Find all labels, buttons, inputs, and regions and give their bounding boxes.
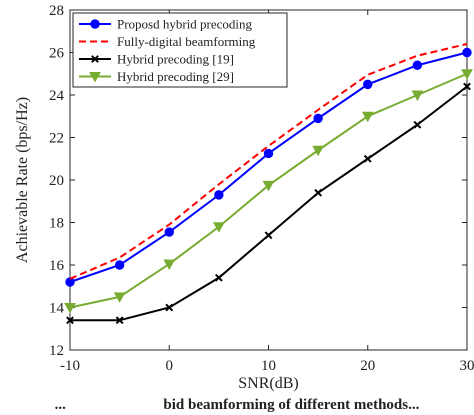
x-axis-label: SNR(dB) [238,375,298,392]
x-tick-label: 20 [360,358,375,374]
x-tick-label: 30 [460,358,474,374]
data-point [165,303,174,312]
data-point [312,145,324,157]
y-tick-label: 18 [49,216,64,232]
x-marker-stroke [165,303,174,312]
x-marker-stroke [363,154,372,163]
data-point [313,113,323,124]
x-marker-stroke [413,120,422,129]
data-point [163,259,176,270]
data-point [114,260,125,270]
data-point [314,188,323,197]
series-layer [64,43,473,325]
data-point [462,47,472,58]
legend-marker [89,72,101,83]
y-tick-label: 20 [49,173,64,189]
data-point [361,111,374,123]
y-tick-label: 16 [49,258,65,274]
data-point [363,79,373,90]
data-point [113,292,126,303]
legend-item: Hybrid precoding [19] [79,52,234,67]
x-marker-stroke [66,316,74,325]
legend-marker [91,55,99,63]
y-tick-label: 12 [49,343,64,359]
data-point [64,303,76,314]
legend-item: Proposd hybrid precoding [79,17,253,32]
legend-label: Proposd hybrid precoding [117,17,253,32]
data-point [214,190,224,200]
data-point [263,148,274,159]
data-point [115,316,124,325]
y-tick-label: 24 [49,88,65,104]
legend-marker [90,19,100,29]
series-1 [65,47,472,287]
data-point [411,90,424,102]
data-point [363,154,372,163]
y-tick-label: 28 [49,3,64,19]
y-tick-label: 14 [49,301,65,317]
y-tick-label: 22 [49,131,64,147]
data-point [264,231,273,240]
legend-label: Fully-digital beamforming [117,34,256,49]
x-marker-stroke [91,55,99,63]
x-tick-label: 0 [166,358,174,374]
series-line [70,85,468,322]
legend-item: Hybrid precoding [29] [79,69,234,84]
legend-box [72,12,288,88]
series-2 [69,43,468,280]
y-tick-label: 26 [49,46,65,62]
legend-label: Hybrid precoding [29] [117,69,234,84]
data-point [66,316,74,325]
x-tick-label: -10 [60,358,80,374]
data-point [463,82,471,91]
series-4 [64,69,473,314]
x-marker-stroke [214,273,223,282]
x-marker-stroke [115,316,124,325]
x-marker-stroke [314,188,323,197]
data-point [164,227,174,237]
x-tick-label: 10 [261,358,276,374]
data-point [213,222,225,233]
data-point [413,120,422,129]
series-3 [66,82,471,325]
data-point [214,273,223,282]
x-marker-stroke [264,231,273,240]
data-point [262,180,275,192]
legend-item: Fully-digital beamforming [79,34,256,49]
data-point [461,69,473,80]
legend: Proposd hybrid precoding Fully-digital be… [72,12,288,88]
y-axis-label: Achievable Rate (bps/Hz) [14,97,31,263]
data-point [412,60,423,70]
data-point [65,277,75,287]
x-marker-stroke [463,82,471,91]
series-line [69,43,468,280]
legend-label: Hybrid precoding [19] [117,52,234,67]
figure-caption: ... bid beamforming of different methods… [55,397,420,413]
